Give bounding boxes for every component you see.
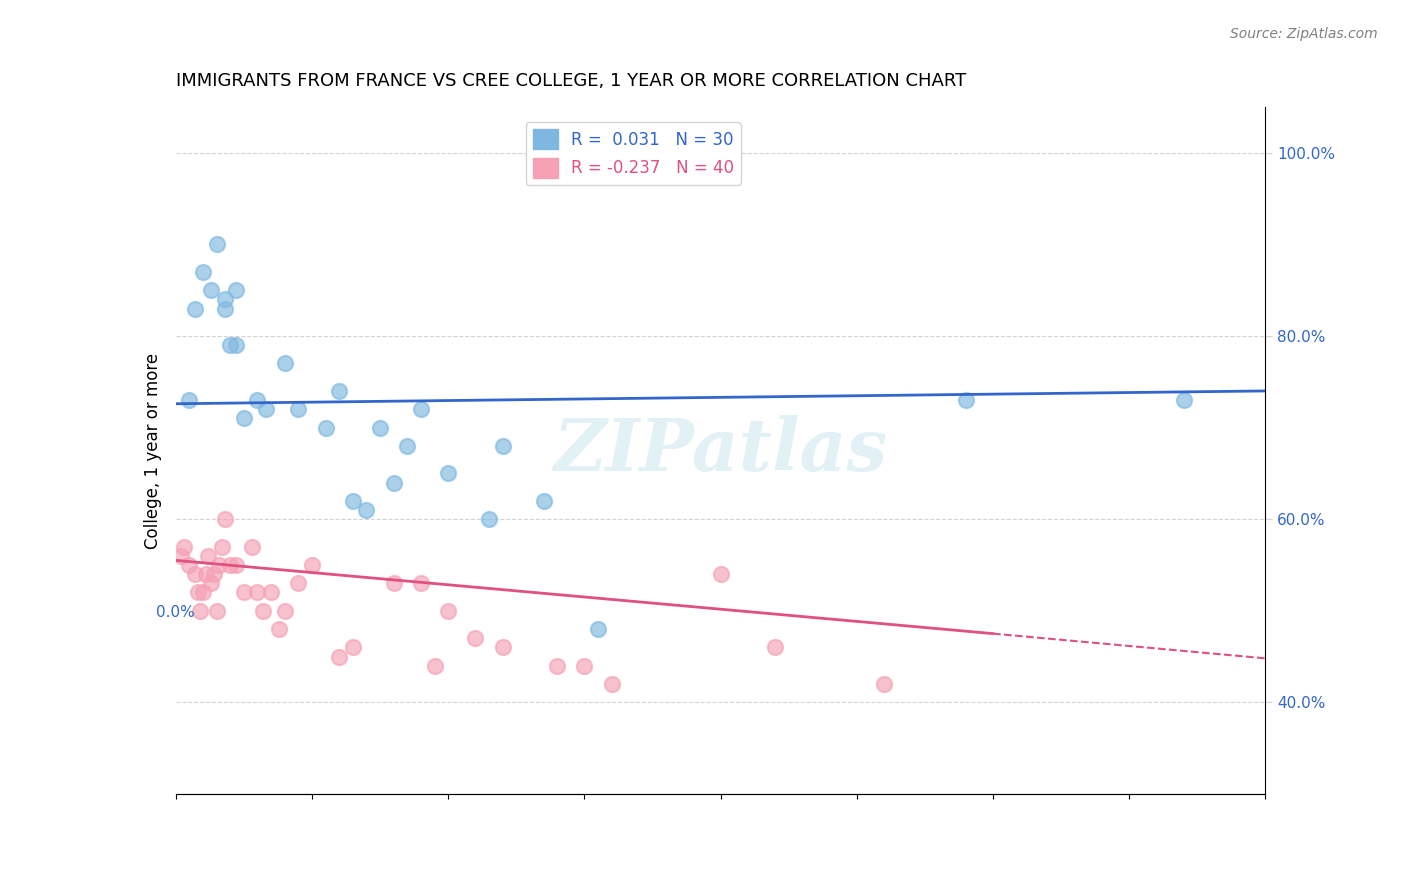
Point: [208, 558, 231, 572]
Text: 0.0%: 0.0%: [156, 605, 195, 620]
Text: IMMIGRANTS FROM FRANCE VS CREE COLLEGE, 1 YEAR OR MORE CORRELATION CHART: IMMIGRANTS FROM FRANCE VS CREE COLLEGE, …: [176, 72, 966, 90]
Point: [202, 567, 225, 582]
Point: [274, 604, 297, 618]
Point: [191, 265, 214, 279]
Point: [287, 576, 309, 591]
Point: [184, 301, 207, 316]
Point: [437, 467, 460, 481]
Point: [437, 604, 460, 618]
Point: [252, 604, 274, 618]
Point: [600, 677, 623, 691]
Point: [211, 540, 233, 554]
Point: [246, 585, 269, 599]
Point: [240, 540, 263, 554]
Point: [170, 549, 193, 563]
Point: [396, 439, 419, 453]
Point: [225, 558, 247, 572]
Point: [586, 622, 609, 636]
Point: [194, 567, 217, 582]
Point: [173, 540, 195, 554]
Point: [873, 677, 896, 691]
Point: [492, 439, 515, 453]
Point: [246, 393, 269, 408]
Text: Source: ZipAtlas.com: Source: ZipAtlas.com: [1230, 27, 1378, 41]
Point: [186, 585, 209, 599]
Point: [328, 384, 350, 398]
Point: [205, 604, 228, 618]
Point: [409, 576, 432, 591]
Point: [191, 585, 214, 599]
Point: [179, 393, 201, 408]
Point: [197, 549, 219, 563]
Point: [287, 402, 309, 417]
Legend: R =  0.031   N = 30, R = -0.237   N = 40: R = 0.031 N = 30, R = -0.237 N = 40: [526, 122, 741, 185]
Point: [214, 301, 236, 316]
Point: [225, 338, 247, 352]
Point: [368, 420, 391, 434]
Point: [214, 293, 236, 307]
Point: [219, 558, 242, 572]
Point: [1173, 393, 1195, 408]
Point: [710, 567, 733, 582]
Point: [328, 649, 350, 664]
Point: [200, 283, 222, 297]
Text: ZIPatlas: ZIPatlas: [554, 415, 887, 486]
Point: [342, 640, 364, 655]
Point: [955, 393, 977, 408]
Point: [254, 402, 277, 417]
Point: [200, 576, 222, 591]
Point: [533, 493, 555, 508]
Point: [763, 640, 786, 655]
Point: [205, 237, 228, 252]
Point: [260, 585, 283, 599]
Point: [574, 658, 596, 673]
Point: [356, 503, 378, 517]
Point: [382, 475, 405, 490]
Point: [219, 338, 242, 352]
Point: [269, 622, 291, 636]
Point: [546, 658, 568, 673]
Point: [301, 558, 323, 572]
Point: [184, 567, 207, 582]
Point: [274, 356, 297, 370]
Point: [315, 420, 337, 434]
Point: [214, 512, 236, 526]
Point: [342, 493, 364, 508]
Y-axis label: College, 1 year or more: College, 1 year or more: [143, 352, 162, 549]
Point: [179, 558, 201, 572]
Point: [225, 283, 247, 297]
Point: [492, 640, 515, 655]
Point: [478, 512, 501, 526]
Point: [382, 576, 405, 591]
Point: [188, 604, 211, 618]
Point: [232, 411, 254, 425]
Point: [409, 402, 432, 417]
Point: [423, 658, 446, 673]
Point: [464, 631, 486, 645]
Point: [232, 585, 254, 599]
